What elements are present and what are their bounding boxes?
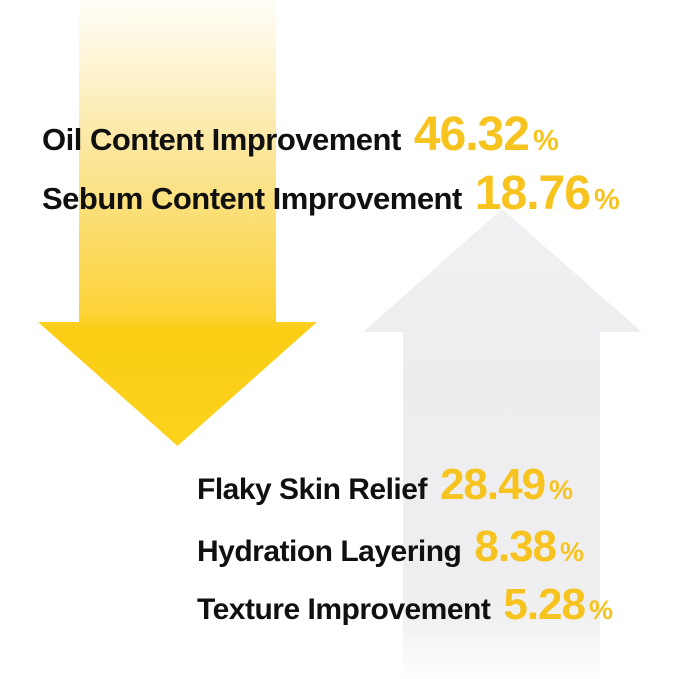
stat-value: 18.76	[474, 167, 591, 220]
percent-sign: %	[593, 184, 620, 216]
stat-label: Hydration Layering	[197, 535, 462, 568]
stat-value: 8.38	[474, 522, 557, 571]
stat-row-texture-improvement: Texture Improvement 5.28 %	[197, 580, 613, 630]
stat-row-sebum-content: Sebum Content Improvement 18.76 %	[42, 166, 620, 221]
stat-value: 5.28	[503, 580, 586, 629]
percent-sign: %	[532, 125, 559, 157]
stat-row-flaky-skin: Flaky Skin Relief 28.49 %	[197, 460, 573, 510]
stat-row-hydration-layering: Hydration Layering 8.38 %	[197, 522, 584, 572]
stat-label: Sebum Content Improvement	[42, 181, 462, 216]
up-arrow-icon	[363, 209, 642, 679]
stat-label: Oil Content Improvement	[42, 122, 401, 157]
stat-value: 28.49	[439, 460, 546, 509]
stat-value: 46.32	[413, 108, 530, 161]
down-arrow-icon	[38, 0, 317, 446]
stat-label: Flaky Skin Relief	[197, 473, 427, 506]
stat-label: Texture Improvement	[197, 593, 491, 626]
percent-sign: %	[549, 475, 574, 505]
percent-sign: %	[589, 595, 614, 625]
percent-sign: %	[560, 537, 585, 567]
stat-row-oil-content: Oil Content Improvement 46.32 %	[42, 107, 559, 162]
